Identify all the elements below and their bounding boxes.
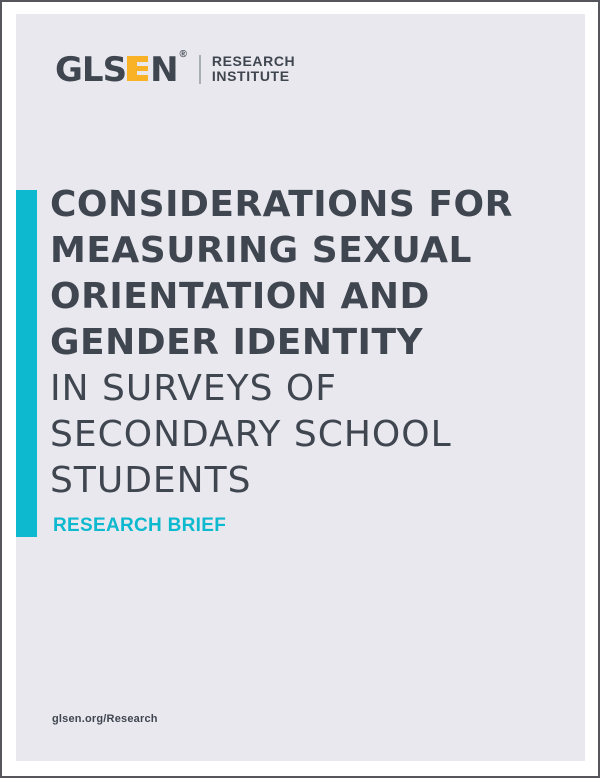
logo-divider bbox=[198, 54, 201, 84]
research-institute-label: RESEARCH INSTITUTE bbox=[212, 54, 295, 84]
org-line-institute: INSTITUTE bbox=[211, 68, 290, 84]
cover-title: CONSIDERATIONS FOR MEASURING SEXUAL ORIE… bbox=[50, 182, 513, 504]
title-line-4: GENDER IDENTITY bbox=[50, 322, 424, 363]
subtitle-line-2: SECONDARY SCHOOL bbox=[50, 414, 452, 455]
footer-url-link[interactable]: glsen.org/Research bbox=[52, 713, 158, 725]
cover-background: GLSEN ® RESEARCH INSTITUTE CONSIDERATION… bbox=[16, 14, 585, 761]
title-line-2: MEASURING SEXUAL bbox=[50, 230, 472, 271]
subtitle-line-1: IN SURVEYS OF bbox=[50, 368, 337, 409]
glsen-letter-e: E bbox=[127, 56, 128, 57]
glsen-wordmark: GLSEN bbox=[55, 53, 179, 87]
glsen-letter-n: N bbox=[150, 49, 178, 90]
glsen-yellow-e-glyph: E bbox=[127, 55, 149, 81]
teal-accent-bar bbox=[16, 190, 37, 537]
registered-trademark-icon: ® bbox=[179, 49, 187, 60]
glsen-logo: GLSEN ® RESEARCH INSTITUTE bbox=[55, 50, 295, 87]
title-line-1: CONSIDERATIONS FOR bbox=[50, 184, 513, 225]
title-line-3: ORIENTATION AND bbox=[50, 276, 430, 317]
subtitle-line-3: STUDENTS bbox=[50, 460, 252, 501]
org-line-research: RESEARCH bbox=[211, 53, 296, 69]
research-brief-label: RESEARCH BRIEF bbox=[53, 515, 227, 536]
glsen-letters-gls: GLS bbox=[55, 49, 127, 90]
